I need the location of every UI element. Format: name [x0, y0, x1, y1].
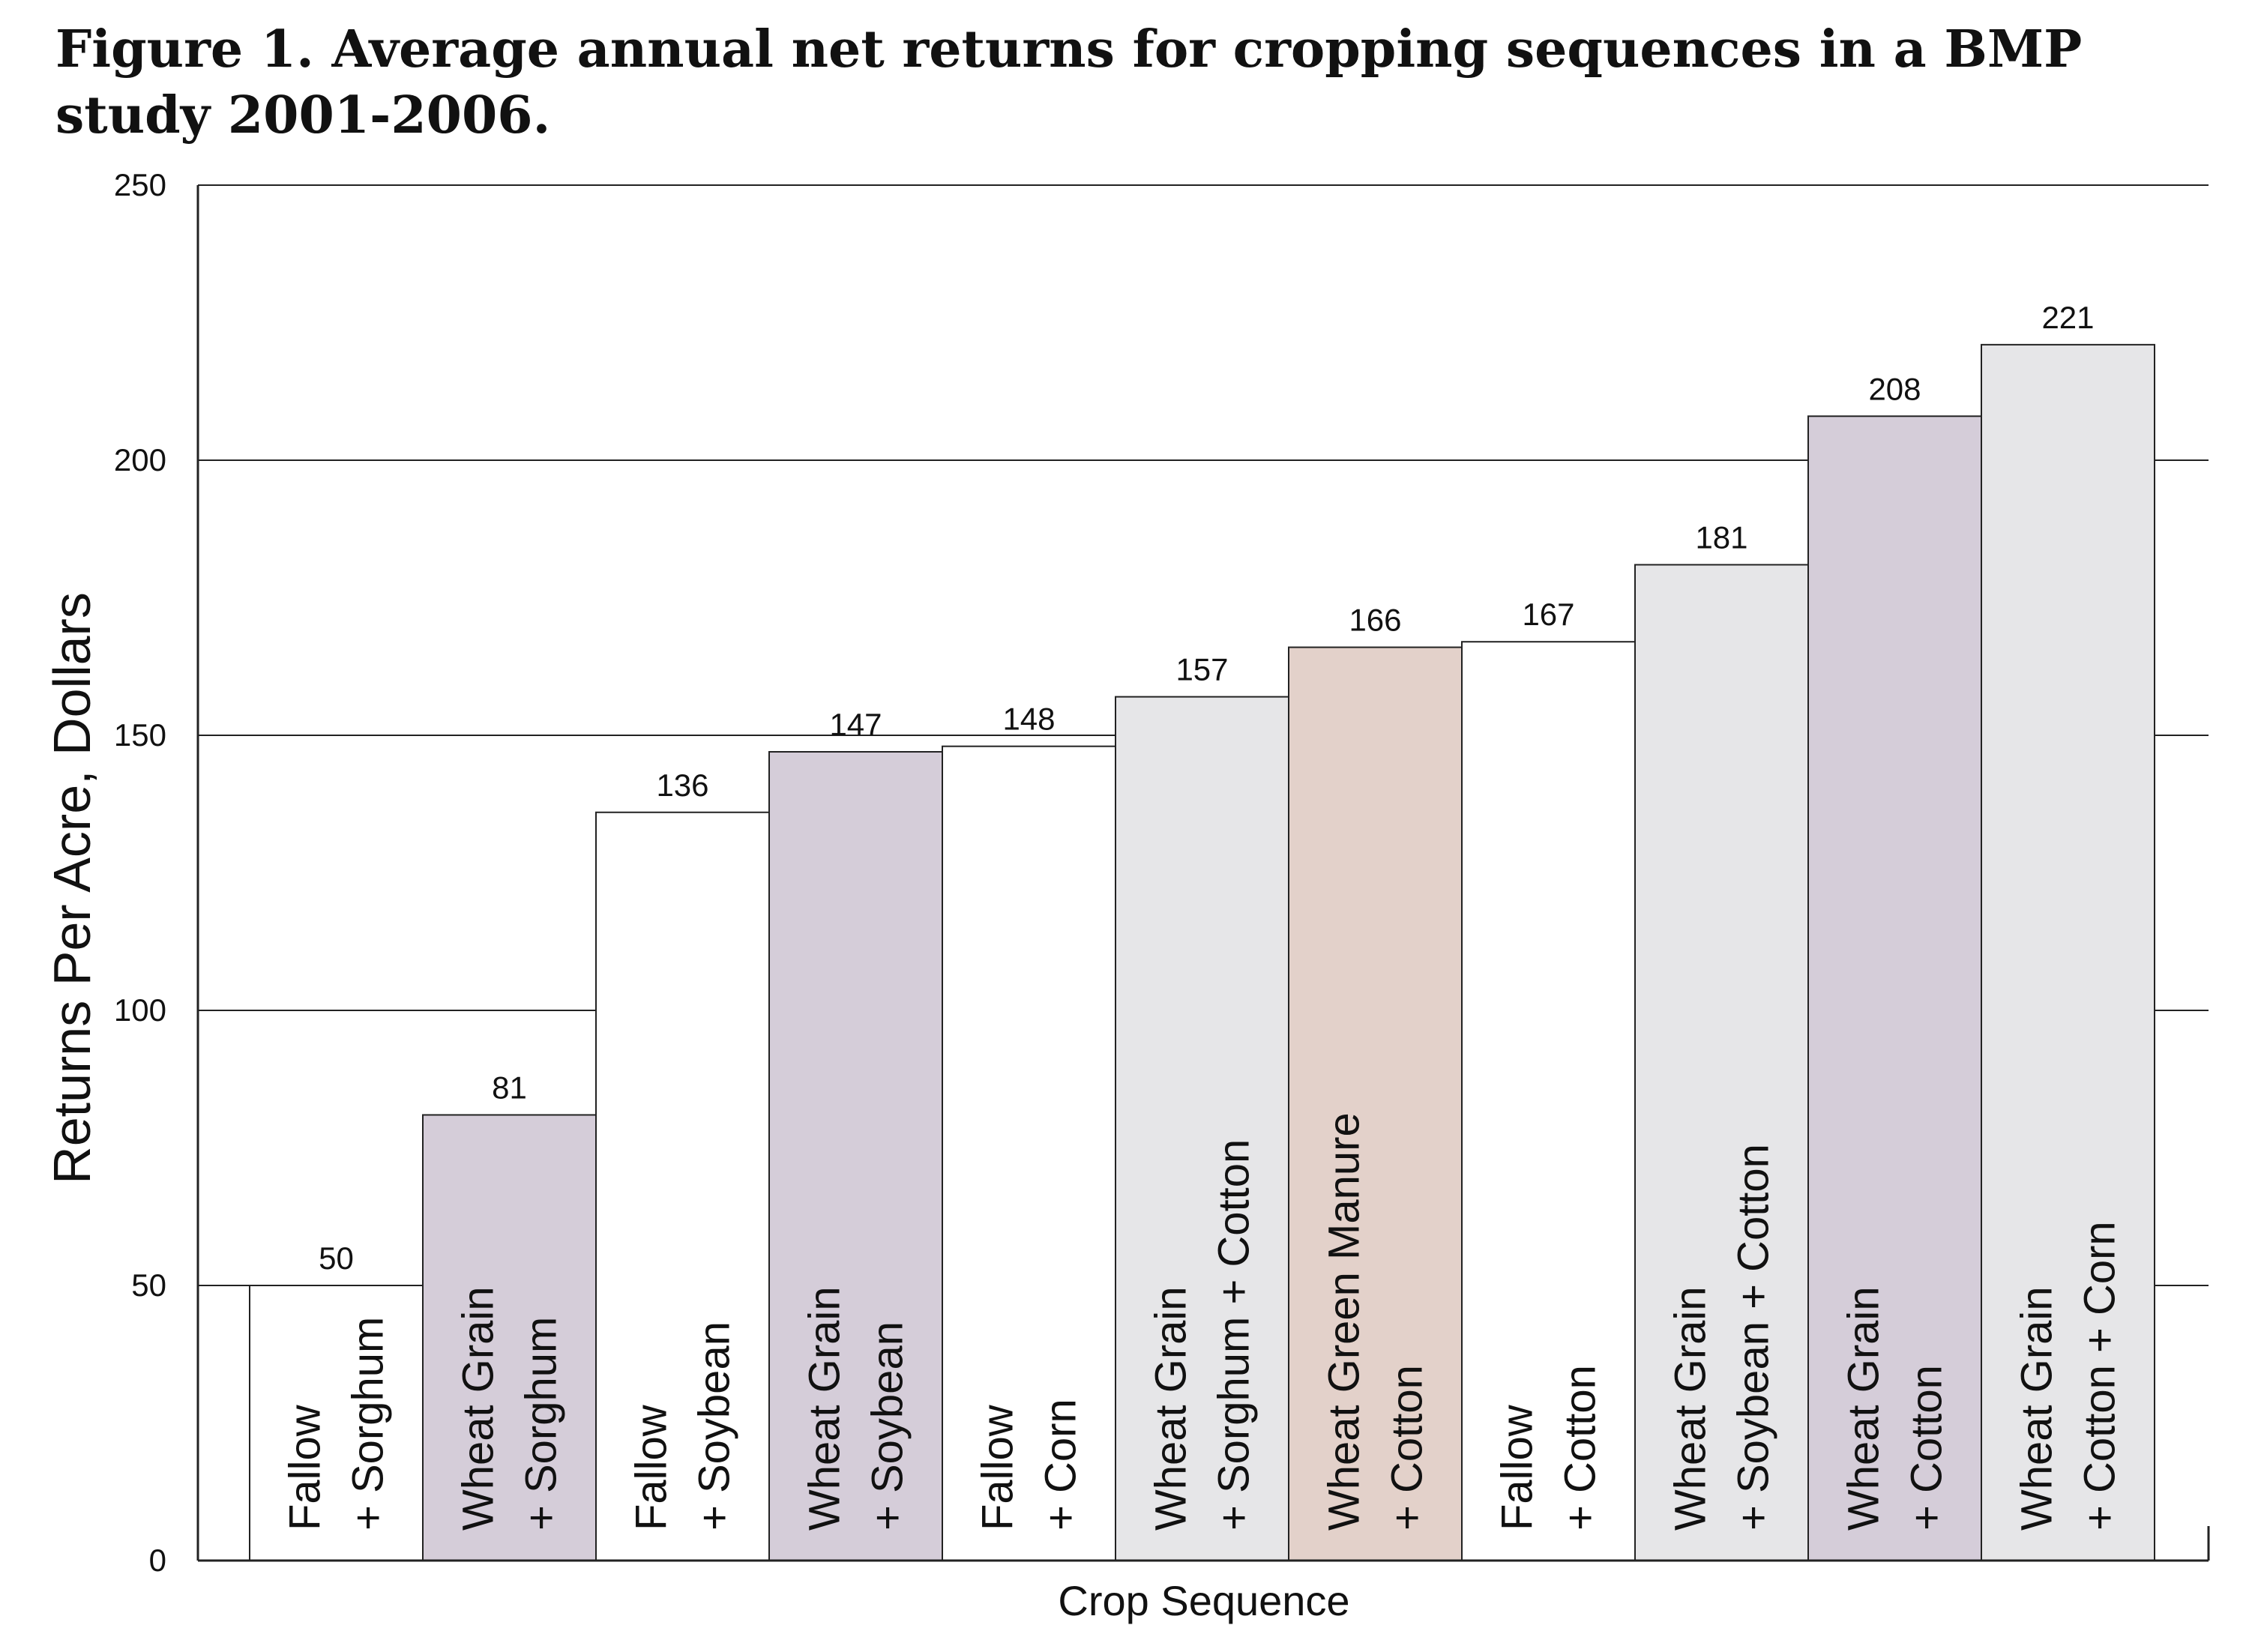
category-label-line: Wheat Grain [1147, 1286, 1196, 1531]
data-label: 136 [656, 768, 708, 803]
category-label: Fallow + Soybean [627, 1321, 739, 1531]
data-label: 147 [829, 707, 882, 742]
category-label-line: + Soybean [690, 1321, 739, 1531]
data-label: 166 [1349, 603, 1401, 638]
category-label-line: Wheat Grain [2013, 1286, 2062, 1531]
data-label: 148 [1002, 702, 1055, 737]
bar [942, 745, 1116, 1561]
bar [249, 1285, 424, 1561]
bar [1288, 646, 1463, 1561]
y-tick-label: 200 [114, 442, 166, 477]
category-label-line: + Sorghum [517, 1317, 566, 1531]
chart-title: Figure 1. Average annual net returns for… [55, 19, 2083, 145]
category-label: Wheat Grain + Cotton + Corn [2013, 1221, 2125, 1531]
category-label: Wheat Grain + Sorghum [454, 1286, 566, 1531]
data-label: 221 [2041, 300, 2094, 335]
bars [249, 343, 2155, 1562]
bar [595, 811, 770, 1561]
bar [1461, 641, 1636, 1561]
bar [1981, 343, 2155, 1561]
y-tick-label: 100 [114, 992, 166, 1028]
category-label-line: Fallow [627, 1404, 676, 1531]
category-label: Wheat Green Manure + Cotton [1320, 1112, 1432, 1531]
x-axis-title: Crop Sequence [1058, 1577, 1349, 1624]
category-label-line: Wheat Grain [1667, 1286, 1715, 1531]
data-label: 167 [1522, 597, 1574, 632]
category-label-line: + Soybean [864, 1321, 912, 1531]
category-label-line: + Cotton [1556, 1365, 1605, 1531]
data-label: 50 [319, 1240, 354, 1276]
category-label-line: + Soybean + Cotton [1729, 1144, 1778, 1531]
category-label-line: + Sorghum + Cotton [1210, 1139, 1259, 1531]
data-label: 157 [1175, 652, 1228, 687]
y-tick-label: 50 [131, 1267, 166, 1303]
axes [196, 185, 2210, 1562]
category-label: Fallow + Cotton [1493, 1365, 1605, 1531]
category-label-line: + Corn [1037, 1399, 1086, 1531]
y-tick-label: 0 [149, 1543, 166, 1578]
category-label: Wheat Grain + Soybean [801, 1286, 912, 1531]
category-label-line: Wheat Grain [801, 1286, 849, 1531]
category-label-line: Fallow [1493, 1404, 1542, 1531]
category-label: Wheat Grain + Sorghum + Cotton [1147, 1139, 1259, 1531]
category-label: Wheat Grain + Cotton [1840, 1286, 1951, 1531]
y-axis-title: Returns Per Acre, Dollars [43, 592, 101, 1184]
data-label: 81 [492, 1070, 527, 1105]
y-tick-label: 250 [114, 167, 166, 202]
data-label: 208 [1868, 371, 1921, 406]
category-label: Fallow + Sorghum [281, 1317, 393, 1531]
bar [1115, 696, 1289, 1561]
bar [1634, 564, 1809, 1562]
labels: 0 50 100 150 200 250 50 Fallow + Sorghum 81 Wheat … [114, 167, 2125, 1578]
category-label-line: + Cotton [1903, 1365, 1951, 1531]
category-label-line: Wheat Green Manure [1320, 1112, 1369, 1531]
category-label-line: + Sorghum [344, 1317, 393, 1531]
y-tick-label: 150 [114, 717, 166, 753]
bar [768, 751, 943, 1561]
bar [1807, 415, 1982, 1561]
category-label: Wheat Grain + Soybean + Cotton [1667, 1144, 1778, 1531]
data-label: 181 [1695, 519, 1747, 555]
category-label-line: Wheat Grain [1840, 1286, 1888, 1531]
category-label-line: + Cotton + Corn [2076, 1221, 2125, 1531]
category-label-line: Wheat Grain [454, 1286, 503, 1531]
category-label: Fallow + Corn [974, 1399, 1086, 1531]
category-label-line: Fallow [281, 1404, 330, 1531]
bar [422, 1114, 597, 1561]
category-label-line: Fallow [974, 1404, 1023, 1531]
category-label-line: + Cotton [1383, 1365, 1432, 1531]
